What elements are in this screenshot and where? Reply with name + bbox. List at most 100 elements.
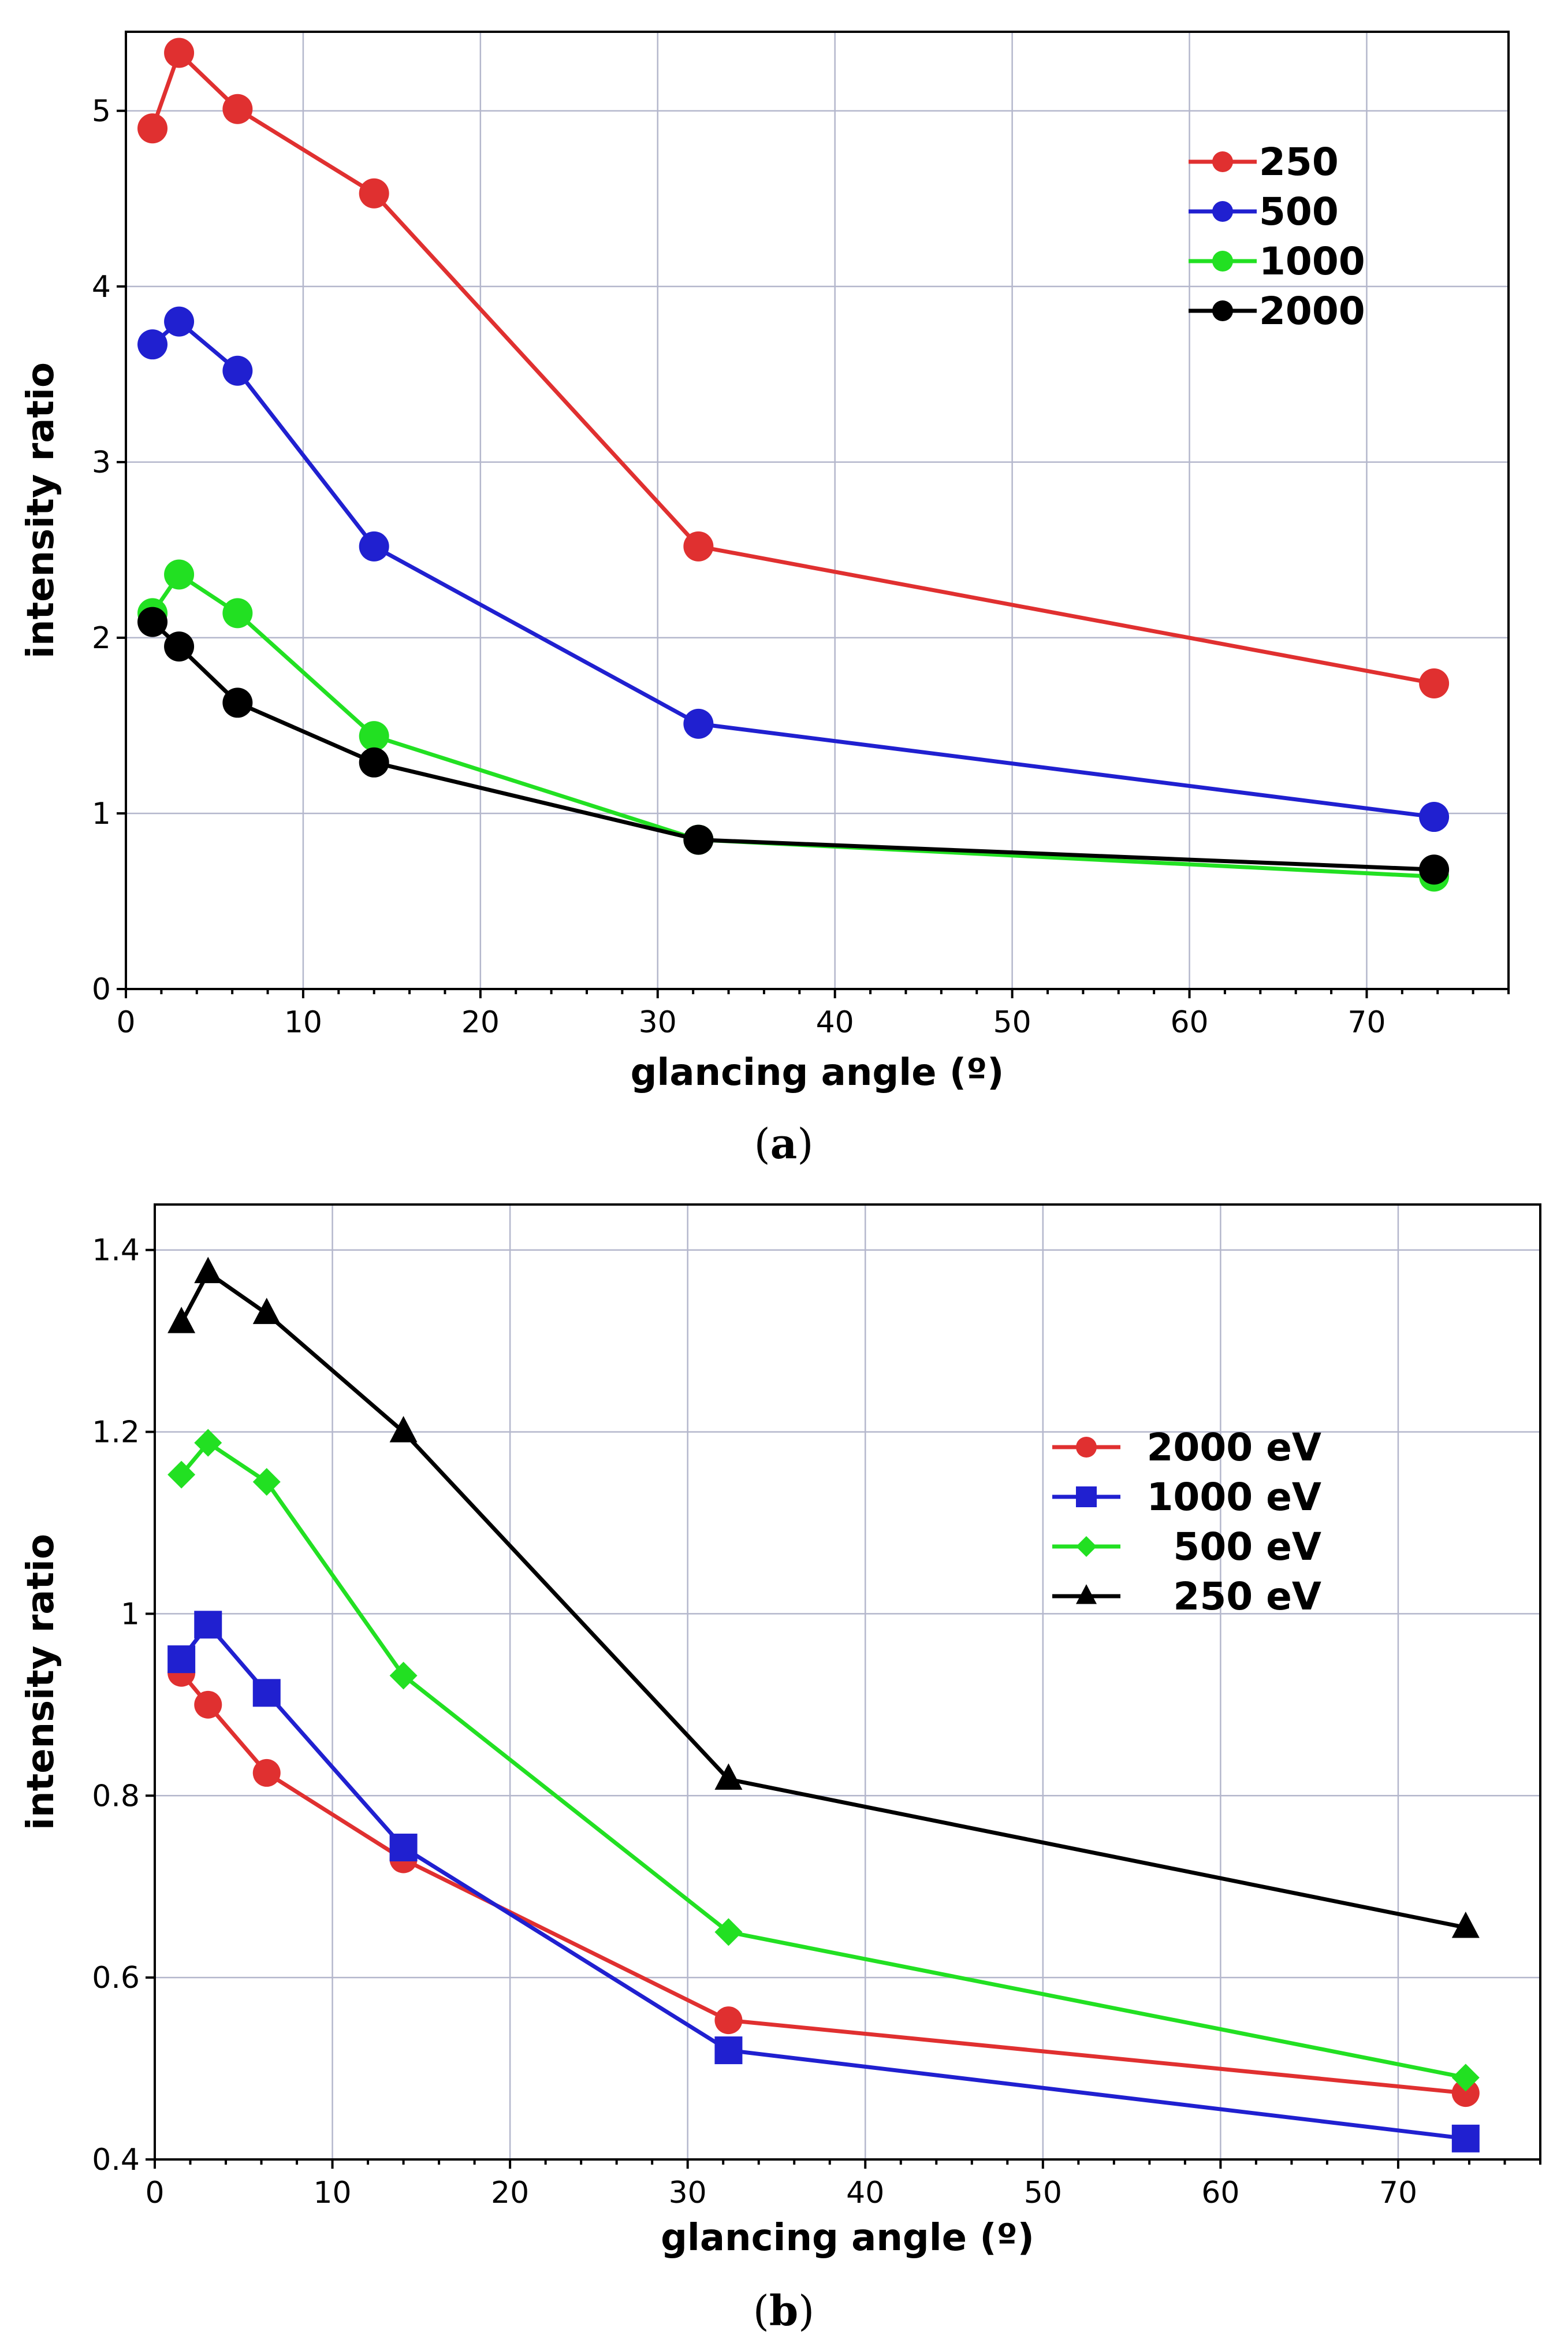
panel-b-legend-2000-ev-label: 2000 eV [1146,1425,1321,1470]
panel-a-series-1000-point [222,598,253,629]
panel-a-series-1000-point [164,559,195,590]
panel-b-y-tick-label: 0.6 [92,1961,140,1995]
panel-b-series-1000-ev-point [252,1679,281,1707]
panel-a-y-tick-label: 2 [92,621,111,656]
panel-b-y-tick-label: 0.8 [92,1779,140,1813]
panel-b-legend-500-ev-swatch-marker [1076,1536,1097,1557]
panel-b-series-250-ev-point [167,1307,196,1333]
panel-a-series-250-point [164,38,195,68]
panel-b-series-1000-ev-point [1451,2124,1480,2153]
panel-b-series-500-ev-point [252,1468,281,1496]
panel-a-legend-250-swatch-marker [1212,151,1233,172]
panel-b-x-tick-label: 10 [313,2176,351,2210]
panel-b-series-500-ev-point [389,1661,418,1690]
panel-a-series-500-point [137,329,168,360]
panel-a-series-250-point [137,113,168,144]
panel-b-series-500-ev-point [167,1460,196,1489]
panel-b-series-2000-ev-line [180,1671,1466,2095]
panel-b-x-tick-label: 20 [491,2176,529,2210]
panel-b-y-tick-label: 1 [121,1597,140,1631]
panel-a-series-250-point [1419,668,1450,698]
panel-a-series-2000-point [164,631,195,662]
panel-a-x-tick-label: 60 [1170,1005,1208,1040]
panel-b-series-500-ev-point [1451,2064,1480,2092]
panel-b-y-tick-label: 0.4 [92,2143,140,2177]
panel-b-x-axis-title: glancing angle (º) [661,2217,1034,2259]
panel-b-x-tick-label: 40 [846,2176,884,2210]
panel-a-x-tick-label: 0 [116,1005,135,1040]
panel-b-y-axis-title: intensity ratio [20,1534,62,1830]
panel-a-x-tick-label: 30 [639,1005,677,1040]
panel-b-series-1000-ev-point [389,1834,418,1862]
panel-b-x-tick-label: 50 [1024,2176,1062,2210]
panel-b-series-250-ev-point [389,1415,418,1443]
panel-a-legend-250-label: 250 [1259,140,1339,184]
panel-a-y-axis-title: intensity ratio [20,362,62,659]
panel-a-y-tick-label: 5 [92,94,111,129]
panel-a-series-2000-line [151,620,1435,872]
caption-b: (b) [753,2286,815,2335]
panel-a-x-axis-title: glancing angle (º) [631,1051,1004,1094]
panel-a-series-2000-point [137,607,168,637]
panel-a-series-1000-point [359,721,389,752]
panel-a-y-tick-label: 0 [92,972,111,1007]
panel-b-series-2000-ev-point [714,2006,743,2035]
panel-b-x-tick-label: 0 [145,2176,164,2210]
panel-a-series-500-line [151,319,1435,819]
panel-b-legend-250-ev-label: 250 eV [1173,1574,1321,1619]
panel-a-y-tick-label: 4 [92,270,111,304]
panel-b-legend-500-ev-label: 500 eV [1173,1525,1321,1569]
panel-b-series-250-ev-point [1451,1911,1480,1938]
panel-b-plot-frame [154,1203,1541,2161]
panel-a-legend-2000-label: 2000 [1259,289,1365,333]
panel-b-series-2000-ev-point [1451,2079,1480,2107]
panel-a-x-tick-label: 70 [1347,1005,1385,1040]
panel-b-legend-2000-ev-swatch-marker [1076,1437,1097,1458]
chart-panel-a: 0 10 20 30 40 50 60 70 0 1 2 3 4 5 glancing angle (º) i… [20,31,1510,1094]
panel-b-legend-250-ev-swatch-marker [1076,1584,1097,1604]
panel-a-x-tick-label: 40 [816,1005,854,1040]
panel-a-series-500-point [1419,802,1450,832]
panel-b-series-1000-ev-point [194,1611,222,1639]
panel-a-series-250-point [222,94,253,124]
chart-panel-b: 0 10 20 30 40 50 60 70 0.4 0.6 0.8 1 1.2 1.4 glancing … [20,1203,1541,2259]
panel-a-series-500-point [222,355,253,386]
panel-a-legend-500-swatch-marker [1212,201,1233,222]
panel-a-series-250-point [683,531,714,562]
panel-b-x-tick-label: 30 [669,2176,707,2210]
panel-a-series-1000-line [151,572,1435,879]
panel-b-series-2000-ev-point [194,1690,222,1719]
panel-b-y-tick-label: 1.4 [92,1233,140,1268]
panel-a-legend-1000-swatch-marker [1212,251,1233,272]
panel-b-legend-1000-ev-label: 1000 eV [1146,1475,1321,1519]
panel-a-series-250-line [150,50,1435,686]
panel-a-x-tick-label: 50 [993,1005,1031,1040]
panel-a-plot-frame [125,31,1510,990]
panel-b-series-1000-ev-point [714,2036,743,2065]
panel-a-legend-2000-swatch-marker [1212,300,1233,321]
panel-a-legend-1000-label: 1000 [1259,239,1365,284]
panel-a-series-2000-point [359,747,389,778]
panel-a-series-2000-point [1419,854,1450,885]
panel-b-series-250-ev-point [714,1763,743,1790]
panel-b-series-1000-ev-point [167,1645,196,1674]
panel-b-series-250-ev-point [252,1298,281,1324]
panel-a-legend-500-label: 500 [1259,189,1339,234]
panel-a-y-tick-label: 3 [92,445,111,480]
panel-a-series-500-point [683,708,714,739]
panel-a-x-tick-label: 10 [284,1005,322,1040]
panel-a-y-tick-label: 1 [92,797,111,831]
panel-b-x-tick-label: 70 [1379,2176,1417,2210]
panel-a-series-500-point [359,531,389,562]
panel-a-x-tick-label: 20 [461,1005,500,1040]
panel-b-series-2000-ev-point [252,1759,281,1787]
caption-a: (a) [754,1119,814,1168]
panel-b-y-tick-label: 1.2 [92,1415,140,1450]
panel-b-series-250-ev-point [194,1256,222,1284]
panel-b-series-500-ev-point [714,1918,743,1946]
panel-a-series-2000-point [683,824,714,855]
panel-b-series-500-ev-point [194,1429,222,1457]
panel-b-x-tick-label: 60 [1201,2176,1239,2210]
panel-b-series-1000-ev-line [180,1622,1466,2141]
